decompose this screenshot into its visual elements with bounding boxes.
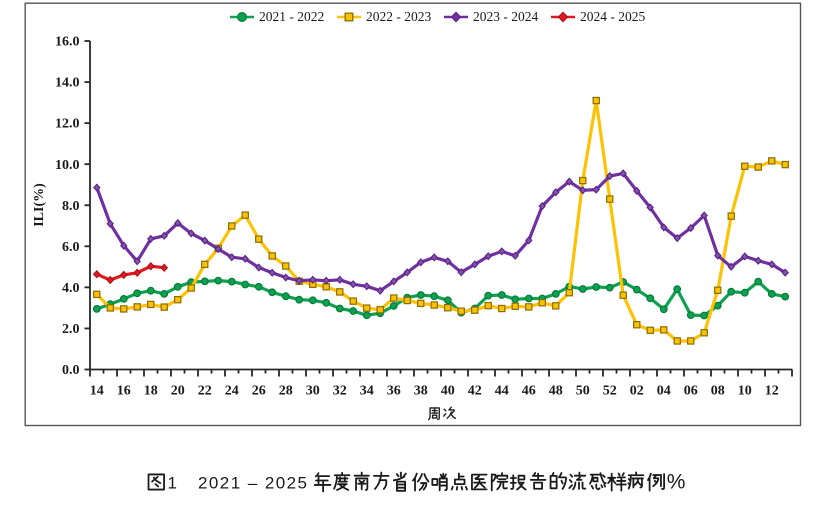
svg-text:2022 - 2023: 2022 - 2023 (366, 9, 431, 24)
svg-text:2.0: 2.0 (62, 322, 80, 337)
svg-text:10: 10 (738, 384, 752, 399)
svg-text:2021 - 2022: 2021 - 2022 (259, 9, 324, 24)
svg-text:52: 52 (603, 384, 617, 399)
svg-text:10.0: 10.0 (55, 158, 80, 173)
svg-text:06: 06 (684, 384, 698, 399)
svg-text:34: 34 (360, 384, 374, 399)
svg-text:12: 12 (765, 384, 779, 399)
svg-text:4.0: 4.0 (62, 281, 80, 296)
svg-text:22: 22 (198, 384, 212, 399)
svg-text:46: 46 (522, 384, 536, 399)
svg-text:2023 - 2024: 2023 - 2024 (473, 9, 538, 24)
svg-text:%: % (667, 471, 686, 494)
svg-text:18: 18 (144, 384, 158, 399)
svg-text:04: 04 (657, 384, 671, 399)
svg-text:44: 44 (495, 384, 509, 399)
svg-text:2021 – 2025: 2021 – 2025 (198, 474, 307, 493)
svg-text:36: 36 (387, 384, 401, 399)
svg-text:12.0: 12.0 (55, 117, 80, 132)
svg-text:50: 50 (576, 384, 590, 399)
svg-text:0.0: 0.0 (62, 363, 80, 378)
svg-text:14.0: 14.0 (55, 76, 80, 91)
svg-text:28: 28 (279, 384, 293, 399)
svg-text:6.0: 6.0 (62, 240, 80, 255)
svg-text:16: 16 (117, 384, 131, 399)
svg-text:02: 02 (630, 384, 644, 399)
svg-text:48: 48 (549, 384, 563, 399)
svg-text:14: 14 (90, 384, 104, 399)
svg-text:32: 32 (333, 384, 347, 399)
svg-text:30: 30 (306, 384, 320, 399)
svg-text:16.0: 16.0 (55, 35, 80, 50)
svg-text:1: 1 (168, 474, 177, 493)
svg-text:24: 24 (225, 384, 239, 399)
svg-text:08: 08 (711, 384, 725, 399)
svg-text:26: 26 (252, 384, 266, 399)
svg-text:40: 40 (441, 384, 455, 399)
svg-text:20: 20 (171, 384, 185, 399)
svg-text:ILI(%): ILI(%) (32, 183, 47, 227)
svg-text:38: 38 (414, 384, 428, 399)
svg-text:42: 42 (468, 384, 482, 399)
svg-text:8.0: 8.0 (62, 199, 80, 214)
svg-text:2024 - 2025: 2024 - 2025 (580, 9, 645, 24)
